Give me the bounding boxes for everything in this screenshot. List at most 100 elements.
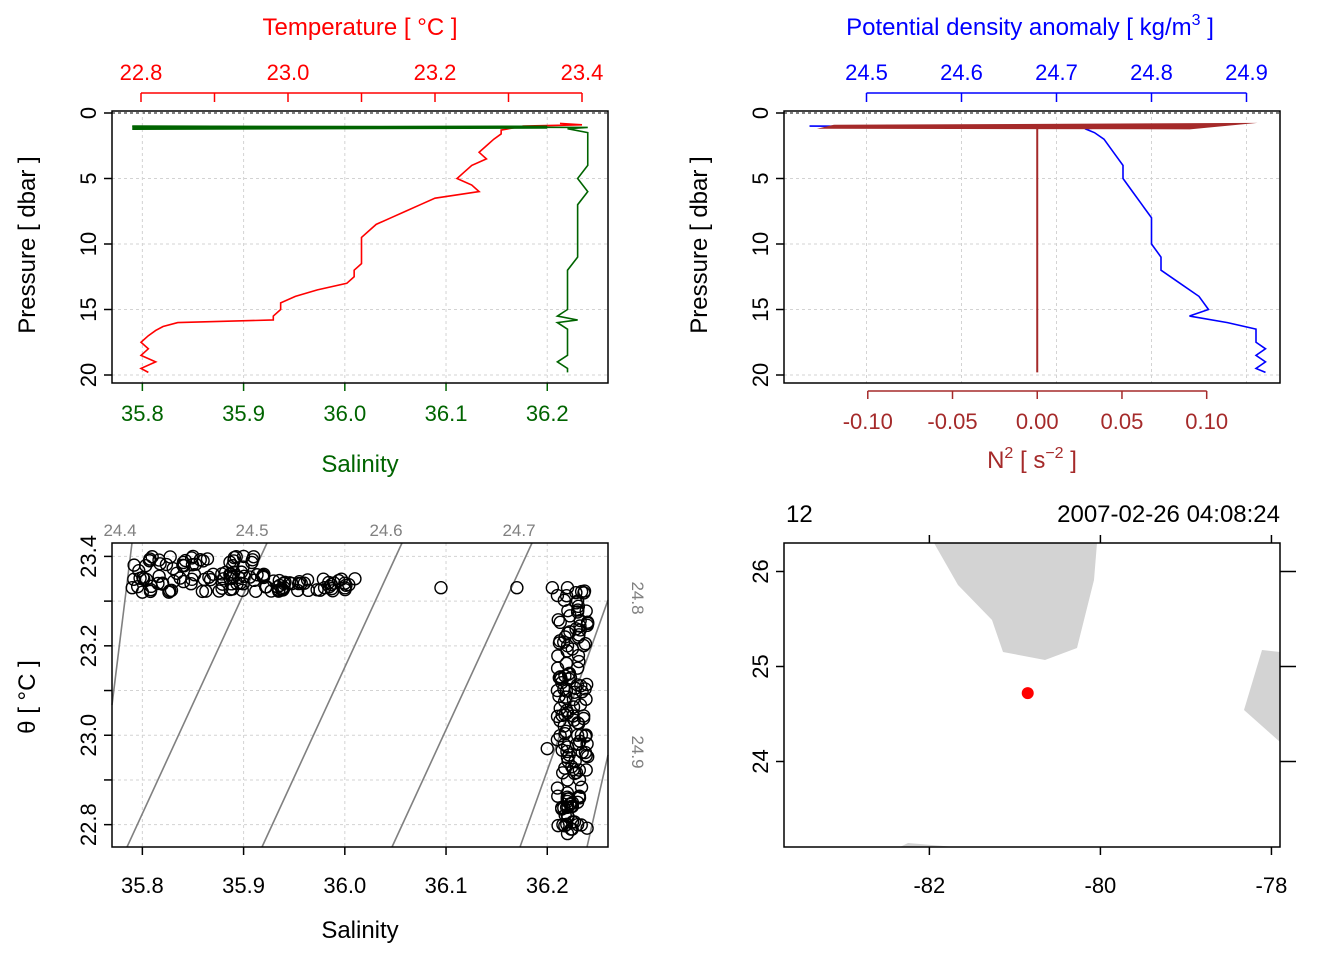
ts-point — [572, 654, 586, 669]
ts-point — [236, 549, 251, 564]
station-timestamp: 2007-02-26 04:08:24 — [1057, 501, 1280, 528]
pressure-tick-label: 20 — [76, 363, 101, 387]
ts-point — [196, 554, 210, 568]
salinity-tick-label: 35.9 — [222, 401, 265, 426]
ts-point — [554, 672, 568, 686]
n2-tick-label: -0.05 — [927, 409, 977, 434]
pressure-tick-label: 5 — [748, 172, 773, 184]
lon-tick-label: -78 — [1256, 873, 1288, 898]
land-cuba — [900, 843, 955, 847]
ts-point — [560, 750, 575, 765]
ts-point — [574, 679, 588, 693]
ts-salinity-axis-title: Salinity — [321, 917, 398, 944]
ts-point — [216, 572, 231, 586]
ts-point — [246, 550, 261, 564]
ts-point — [560, 706, 575, 720]
n2-tick-label: 0.05 — [1101, 409, 1144, 434]
theta-axis-title: θ [ °C ] — [14, 660, 41, 734]
pressure-tick-label: 0 — [76, 107, 101, 119]
ts-point — [572, 737, 586, 751]
ts-point — [326, 584, 340, 598]
isopycnal-line — [111, 542, 133, 706]
labels-layer: Temperature [ °C ] Salinity Pressure [ d… — [14, 12, 1287, 944]
ts-point — [159, 557, 174, 572]
isopycnal-label: 24.8 — [628, 581, 647, 614]
panel-3-frame — [111, 542, 609, 848]
ts-point — [553, 615, 567, 630]
lat-tick-label: 25 — [748, 654, 773, 678]
density-tick-label: 24.8 — [1130, 60, 1173, 85]
temperature-tick-label: 23.4 — [561, 60, 604, 85]
ts-point — [570, 728, 585, 742]
ts-point — [277, 581, 291, 595]
ts-point — [139, 558, 153, 573]
salinity-tick-label: 35.8 — [121, 401, 164, 426]
ts-point — [551, 649, 565, 663]
ts-point — [152, 553, 166, 567]
pressure-tick-label: 10 — [748, 232, 773, 256]
ts-point — [580, 821, 594, 835]
pressure-tick-label: 15 — [748, 297, 773, 321]
ts-point — [560, 639, 575, 653]
panel-1-frame — [111, 110, 609, 384]
frame-layer — [111, 110, 1281, 848]
data-layer — [104, 92, 1296, 855]
ts-point — [163, 584, 177, 598]
salinity-tick-label: 36.1 — [425, 401, 468, 426]
ts-point — [560, 744, 574, 759]
temperature-tick-label: 23.2 — [414, 60, 457, 85]
ts-point — [195, 584, 210, 599]
pressure-tick-label: 15 — [76, 297, 101, 321]
ts-point — [297, 576, 312, 590]
panel-2-frame — [783, 110, 1281, 384]
theta-tick-label: 23.0 — [76, 714, 101, 757]
isopycnal-line — [391, 542, 533, 848]
ts-point — [176, 574, 191, 589]
ts-point — [578, 745, 593, 760]
ts-point — [551, 789, 565, 803]
ts-point — [317, 581, 332, 595]
density-tick-label: 24.5 — [845, 60, 888, 85]
ts-point — [185, 572, 199, 587]
ts-point — [571, 599, 586, 614]
ts-point — [145, 550, 159, 564]
ts-point — [560, 826, 575, 841]
ts-point — [510, 581, 524, 595]
ts-point — [570, 605, 585, 619]
isopycnal-line — [519, 599, 609, 848]
salinity-tick-label: 36.1 — [425, 873, 468, 898]
ts-point — [215, 581, 229, 595]
ts-point — [135, 585, 150, 599]
lon-tick-label: -82 — [913, 873, 945, 898]
ts-point — [152, 569, 166, 583]
ts-point — [301, 583, 315, 598]
ts-point — [557, 635, 571, 649]
ts-point — [563, 609, 577, 623]
pressure-tick-label: 0 — [748, 107, 773, 119]
station-marker — [1021, 687, 1034, 700]
ts-point — [324, 577, 339, 592]
n2-tick-label: 0.10 — [1185, 409, 1228, 434]
ts-point — [162, 585, 176, 599]
ts-point — [560, 817, 574, 832]
ts-point — [570, 795, 585, 809]
salinity-axis-title: Salinity — [321, 451, 398, 478]
ts-point — [550, 683, 565, 698]
pressure-tick-label: 20 — [748, 363, 773, 387]
salinity-surface-spike — [132, 125, 548, 131]
density-axis-title: Potential density anomaly [ kg/m3 ] — [846, 12, 1214, 41]
ts-point — [570, 661, 585, 675]
temperature-axis-title: Temperature [ °C ] — [263, 14, 458, 41]
pressure-tick-label: 5 — [76, 172, 101, 184]
salinity-tick-label: 36.0 — [323, 401, 366, 426]
ts-point — [226, 559, 240, 573]
ts-point — [229, 550, 243, 564]
ts-point — [202, 570, 216, 584]
ts-point — [243, 570, 257, 584]
ts-point — [272, 573, 286, 588]
ts-point — [570, 594, 585, 608]
salinity-tick-label: 35.9 — [222, 873, 265, 898]
ts-point — [434, 581, 448, 595]
ts-point — [560, 773, 575, 787]
density-tick-label: 24.6 — [940, 60, 983, 85]
